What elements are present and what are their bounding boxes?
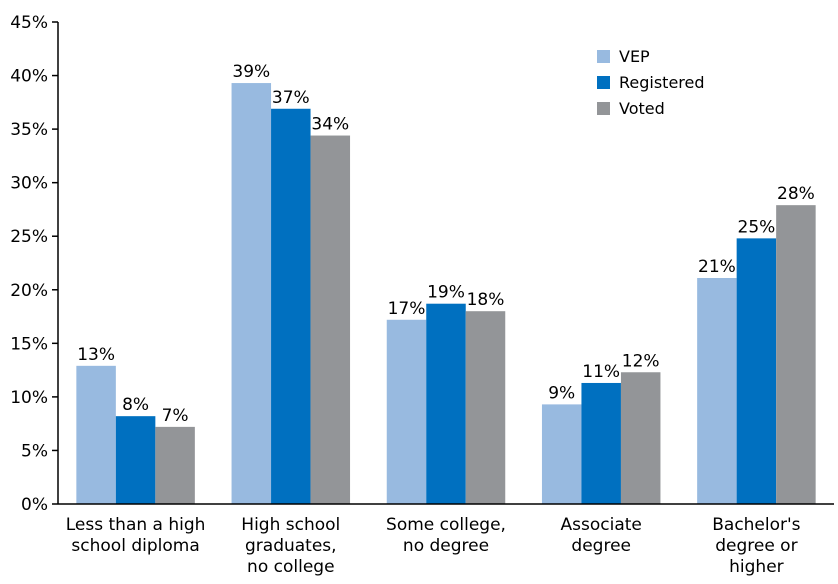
y-tick-label: 5% (21, 441, 48, 461)
bar-vep-0 (76, 365, 116, 504)
y-tick-label: 45% (10, 13, 48, 33)
data-label: 25% (738, 217, 776, 237)
legend-swatch (597, 102, 610, 115)
x-tick-label: High school graduates, no college (241, 515, 340, 577)
data-label: 21% (698, 257, 736, 277)
bar-voted-2 (465, 311, 506, 504)
data-label: 17% (388, 299, 426, 319)
x-tick-label: Bachelor's degree or higher (712, 515, 800, 577)
data-label: 8% (122, 395, 149, 415)
bar-registered-3 (581, 382, 621, 504)
bar-registered-2 (426, 303, 466, 504)
bar-vep-4 (697, 277, 737, 504)
data-label: 7% (162, 406, 189, 426)
legend-label: Voted (619, 99, 665, 118)
legend-label: VEP (619, 47, 650, 66)
data-label: 11% (582, 362, 620, 382)
bar-voted-1 (310, 135, 351, 504)
y-tick-label: 25% (10, 227, 48, 247)
bars (76, 83, 816, 504)
data-label: 19% (427, 283, 465, 303)
y-tick-label: 35% (10, 120, 48, 140)
data-label: 39% (232, 62, 270, 82)
x-tick-label: Some college, no degree (386, 515, 506, 556)
data-labels: 13% 8% 7% 39%37%34% 17%19% 18% 9% 11%12% 21%25%2… (77, 62, 815, 426)
legend-label: Registered (619, 73, 705, 92)
y-tick-label: 10% (10, 388, 48, 408)
bar-voted-3 (620, 372, 661, 504)
y-tick-label: 15% (10, 334, 48, 354)
bar-registered-4 (736, 238, 777, 504)
y-tick-label: 40% (10, 67, 48, 87)
bar-vep-1 (231, 83, 272, 504)
data-label: 28% (777, 184, 815, 204)
bar-registered-1 (271, 108, 311, 504)
data-label: 13% (77, 345, 115, 365)
data-label: 34% (311, 115, 349, 135)
x-tick-label: Less than a high school diploma (66, 515, 206, 556)
legend-swatch (597, 76, 610, 89)
bar-voted-4 (776, 205, 816, 504)
data-label: 9% (548, 383, 575, 403)
y-axis: 0% 5% 10% 15% 20% 25% 30% 35% 40% 45% (10, 13, 59, 515)
data-label: 18% (467, 290, 505, 310)
y-tick-label: 30% (10, 174, 48, 194)
x-tick-label: Associate degree (561, 515, 642, 556)
bar-vep-3 (541, 404, 582, 504)
legend-swatch (597, 50, 610, 63)
bar-voted-0 (155, 426, 195, 504)
data-label: 12% (622, 351, 660, 371)
bar-registered-0 (115, 416, 156, 504)
y-tick-label: 20% (10, 281, 48, 301)
data-label: 37% (272, 88, 310, 108)
x-axis: Less than a high school diploma High schoo… (58, 503, 834, 577)
y-tick-label: 0% (21, 495, 48, 515)
legend: VEP Registered Voted (597, 47, 705, 118)
bar-vep-2 (386, 319, 427, 504)
